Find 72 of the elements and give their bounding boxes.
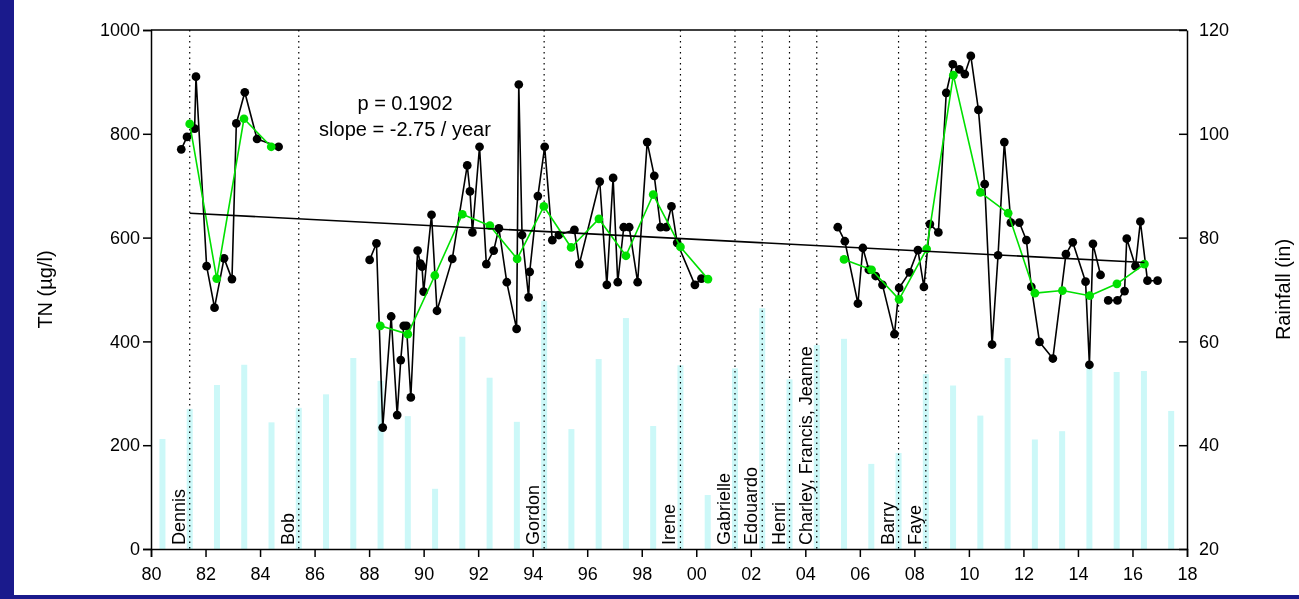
ref-line-label: Irene bbox=[659, 503, 680, 545]
x-tick-label: 10 bbox=[959, 563, 980, 584]
x-tick-label: 06 bbox=[850, 563, 871, 584]
point bbox=[539, 202, 549, 211]
point bbox=[1140, 259, 1149, 269]
point bbox=[975, 188, 985, 197]
y2-tick-label: 120 bbox=[1199, 20, 1230, 41]
annotation: slope = -2.75 / year bbox=[319, 118, 492, 140]
point bbox=[648, 190, 658, 199]
y-tick-label: 1000 bbox=[99, 20, 140, 41]
point bbox=[1003, 208, 1013, 218]
ref-line-label: Barry bbox=[877, 501, 898, 545]
x-tick-label: 90 bbox=[414, 563, 435, 584]
x-tick-label: 80 bbox=[141, 563, 162, 584]
y2-axis-title: Rainfall (in) bbox=[1272, 238, 1294, 341]
y-tick-label: 600 bbox=[109, 227, 140, 248]
point bbox=[703, 274, 713, 284]
point bbox=[239, 114, 249, 124]
x-tick-label: 00 bbox=[686, 563, 707, 584]
x-tick-label: 14 bbox=[1068, 563, 1089, 584]
point bbox=[403, 329, 413, 339]
ref-line-label: Gordon bbox=[523, 484, 544, 545]
ref-line-label: Bob bbox=[277, 512, 298, 545]
y2-tick-label: 100 bbox=[1199, 124, 1230, 145]
x-tick-label: 04 bbox=[795, 563, 816, 584]
y-tick-label: 800 bbox=[109, 124, 140, 145]
annotation: p = 0.1902 bbox=[357, 92, 453, 114]
x-tick-label: 18 bbox=[1177, 563, 1198, 584]
point bbox=[375, 321, 385, 331]
x-tick-label: 98 bbox=[632, 563, 653, 584]
point bbox=[566, 243, 576, 252]
x-tick-label: 94 bbox=[523, 563, 544, 584]
point bbox=[594, 214, 604, 224]
y2-tick-label: 40 bbox=[1199, 435, 1220, 456]
x-tick-label: 88 bbox=[359, 563, 380, 584]
y2-tick-label: 80 bbox=[1199, 227, 1220, 248]
point bbox=[1058, 286, 1067, 295]
point bbox=[894, 295, 904, 304]
ref-line-label: Gabrielle bbox=[713, 472, 734, 545]
y-tick-label: 200 bbox=[109, 435, 140, 456]
point bbox=[457, 209, 467, 219]
x-tick-label: 12 bbox=[1013, 563, 1034, 584]
point bbox=[621, 251, 631, 261]
x-tick-label: 86 bbox=[305, 563, 326, 584]
x-tick-label: 84 bbox=[250, 563, 271, 584]
point bbox=[839, 255, 849, 264]
ref-line-label: Edouardo bbox=[741, 466, 762, 545]
x-tick-label: 08 bbox=[904, 563, 925, 584]
y2-tick-label: 20 bbox=[1199, 539, 1220, 560]
x-tick-label: 82 bbox=[196, 563, 217, 584]
point bbox=[266, 142, 276, 152]
point bbox=[948, 70, 958, 80]
y2-tick-label: 60 bbox=[1199, 331, 1220, 352]
point bbox=[185, 119, 195, 129]
ref-line-label: Faye bbox=[904, 504, 925, 545]
point bbox=[676, 242, 685, 252]
x-tick-label: 16 bbox=[1122, 563, 1143, 584]
x-tick-label: 92 bbox=[468, 563, 489, 584]
y-tick-label: 400 bbox=[109, 331, 140, 352]
point bbox=[1112, 279, 1122, 289]
point bbox=[212, 274, 222, 283]
point bbox=[1085, 291, 1095, 301]
y-tick-label: 0 bbox=[129, 539, 140, 560]
ref-line-label: Dennis bbox=[168, 488, 189, 545]
point bbox=[430, 271, 440, 280]
x-tick-label: 96 bbox=[577, 563, 598, 584]
point bbox=[1030, 288, 1040, 298]
x-tick-label: 02 bbox=[741, 563, 762, 584]
y-axis-title: TN (µg/l) bbox=[34, 250, 56, 329]
ref-line-label: Henri bbox=[768, 501, 789, 545]
ref-line-label: Charley, Francis, Jeanne bbox=[795, 346, 816, 545]
point bbox=[512, 254, 522, 264]
